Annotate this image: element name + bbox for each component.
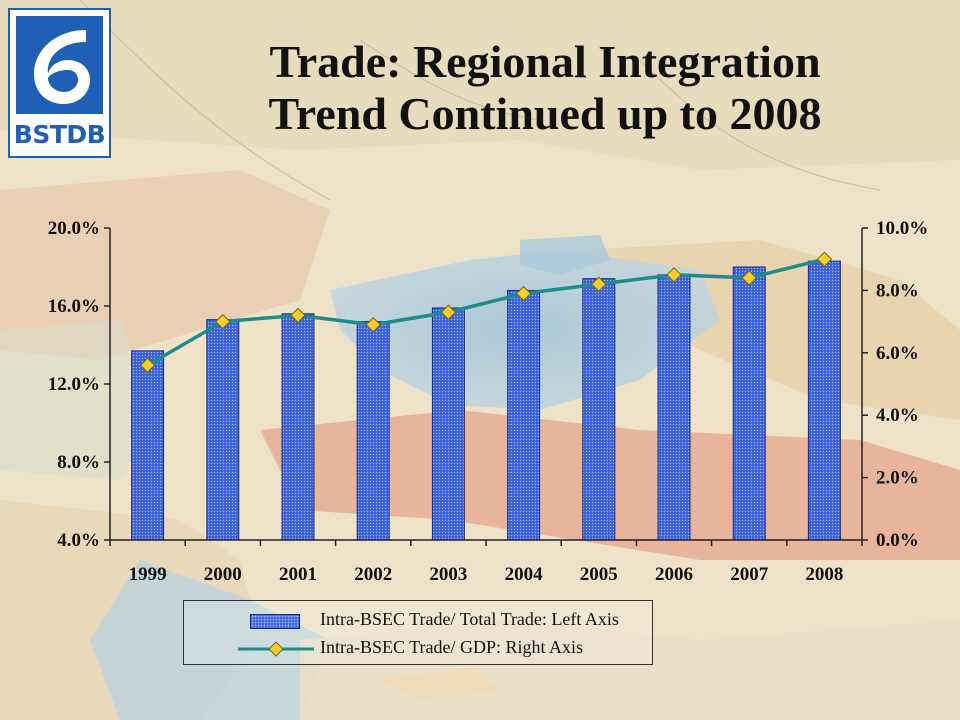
bar-2002 [356,321,390,541]
bar-2003 [431,307,465,541]
logo-text: BSTDB [13,120,106,149]
line-point-2004 [515,285,532,302]
right-tick-label: 8.0% [876,280,919,301]
x-tick-label: 2000 [204,564,242,585]
line-point-2001 [290,307,306,324]
x-tick-label: 2006 [655,564,693,585]
right-tick-label: 6.0% [876,343,919,364]
x-tick-label: 2005 [580,564,618,585]
legend-line-swatch [238,641,314,657]
bar-2004 [507,289,541,541]
bar-2000 [206,319,240,541]
right-tick-label: 0.0% [876,530,919,551]
title-line-2: Trend Continued up to 2008 [268,88,822,139]
logo-mark-icon [16,16,103,114]
page-title: Trade: Regional Integration Trend Contin… [175,36,915,140]
left-tick-label: 4.0% [57,530,100,551]
legend-bar-label: Intra-BSEC Trade/ Total Trade: Left Axis [320,609,619,629]
x-tick-label: 2007 [730,564,769,585]
chart-legend: Intra-BSEC Trade/ Total Trade: Left Axis… [183,600,653,665]
right-tick-label: 4.0% [876,405,919,426]
line-point-2007 [741,270,757,286]
bar-2001 [281,313,315,541]
gdp-line [146,257,825,367]
left-tick-label: 16.0% [48,296,100,317]
x-tick-label: 2003 [429,564,467,585]
x-tick-label: 2002 [354,564,392,585]
x-tick-label: 1999 [129,564,167,585]
legend-item-line: Intra-BSEC Trade/ GDP: Right Axis [184,637,652,661]
bar-2007 [732,266,766,541]
title-line-1: Trade: Regional Integration [269,36,821,87]
line-point-2005 [591,276,607,292]
line-point-2006 [666,267,682,283]
bar-2008 [807,260,841,541]
bar-2005 [582,278,616,541]
x-tick-label: 2004 [505,564,544,585]
bar-2006 [657,274,691,541]
legend-bar-swatch [250,614,300,629]
line-point-2003 [440,304,457,320]
bar-1999 [131,350,165,541]
line-point-1999 [139,357,156,373]
legend-line-label: Intra-BSEC Trade/ GDP: Right Axis [320,637,584,657]
line-point-2002 [365,317,381,333]
right-tick-label: 10.0% [876,218,928,239]
left-tick-label: 8.0% [57,452,100,473]
logo: BSTDB [8,8,111,158]
x-tick-label: 2001 [279,564,317,585]
left-tick-label: 12.0% [48,374,100,395]
x-tick-label: 2008 [805,564,843,585]
line-point-2008 [816,251,833,267]
left-tick-label: 20.0% [48,218,100,239]
right-tick-label: 2.0% [876,468,919,489]
line-point-2000 [215,313,231,330]
legend-item-bar: Intra-BSEC Trade/ Total Trade: Left Axis [184,609,652,633]
